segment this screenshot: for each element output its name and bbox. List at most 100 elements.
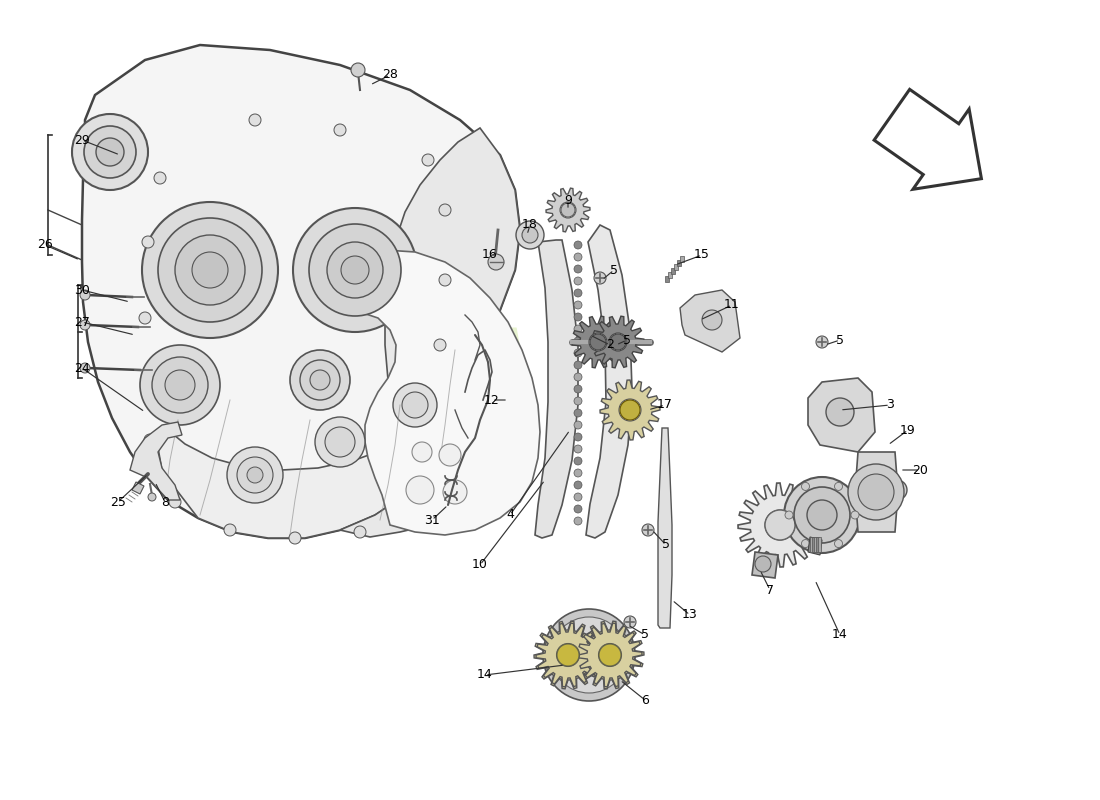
Circle shape <box>556 642 581 667</box>
Circle shape <box>802 539 810 547</box>
Circle shape <box>590 334 606 350</box>
Circle shape <box>402 392 428 418</box>
Polygon shape <box>132 482 144 494</box>
Text: 6: 6 <box>641 694 649 706</box>
Polygon shape <box>546 188 590 232</box>
Circle shape <box>84 126 136 178</box>
Circle shape <box>600 644 621 666</box>
Circle shape <box>574 277 582 285</box>
Circle shape <box>588 333 607 351</box>
Circle shape <box>642 524 654 536</box>
Text: 31: 31 <box>425 514 440 526</box>
Circle shape <box>574 421 582 429</box>
Text: 30: 30 <box>74 283 90 297</box>
Circle shape <box>858 474 894 510</box>
Circle shape <box>826 398 854 426</box>
Text: 19: 19 <box>900 423 916 437</box>
Circle shape <box>574 265 582 273</box>
Circle shape <box>175 235 245 305</box>
Circle shape <box>72 114 148 190</box>
Text: 5: 5 <box>610 263 618 277</box>
Text: 28: 28 <box>382 69 398 82</box>
Polygon shape <box>130 422 182 500</box>
Polygon shape <box>340 128 520 537</box>
Polygon shape <box>600 380 660 440</box>
Circle shape <box>574 301 582 309</box>
Circle shape <box>80 320 90 330</box>
Text: 24: 24 <box>74 362 90 374</box>
Circle shape <box>309 224 402 316</box>
Circle shape <box>236 457 273 493</box>
Text: 26: 26 <box>37 238 53 251</box>
Circle shape <box>557 644 579 666</box>
Text: 17: 17 <box>657 398 673 411</box>
Circle shape <box>354 526 366 538</box>
Polygon shape <box>810 537 813 552</box>
Text: 13: 13 <box>682 609 697 622</box>
Circle shape <box>594 272 606 284</box>
Polygon shape <box>814 537 817 552</box>
Polygon shape <box>818 537 821 552</box>
Polygon shape <box>572 316 624 368</box>
Circle shape <box>862 474 894 506</box>
Polygon shape <box>592 316 644 368</box>
Circle shape <box>142 202 278 338</box>
Circle shape <box>785 511 793 519</box>
Circle shape <box>612 334 624 346</box>
Circle shape <box>574 385 582 393</box>
Polygon shape <box>752 552 778 578</box>
Circle shape <box>609 333 627 351</box>
Circle shape <box>324 427 355 457</box>
Polygon shape <box>576 621 643 689</box>
Polygon shape <box>738 483 822 567</box>
Circle shape <box>598 643 622 666</box>
Circle shape <box>551 617 627 693</box>
Polygon shape <box>874 90 981 190</box>
Circle shape <box>315 417 365 467</box>
Circle shape <box>227 447 283 503</box>
Circle shape <box>574 433 582 441</box>
Polygon shape <box>674 264 678 270</box>
Circle shape <box>169 496 182 508</box>
Circle shape <box>574 457 582 465</box>
Text: 15: 15 <box>694 249 710 262</box>
Circle shape <box>574 337 582 345</box>
Circle shape <box>574 253 582 261</box>
Circle shape <box>802 482 810 490</box>
Circle shape <box>192 252 228 288</box>
Text: 4: 4 <box>506 509 514 522</box>
Polygon shape <box>158 410 465 538</box>
Circle shape <box>848 464 904 520</box>
Circle shape <box>574 325 582 333</box>
Circle shape <box>784 477 860 553</box>
Circle shape <box>139 312 151 324</box>
Circle shape <box>488 254 504 270</box>
Polygon shape <box>586 225 632 538</box>
Circle shape <box>341 256 368 284</box>
Circle shape <box>624 616 636 628</box>
Text: 11: 11 <box>724 298 740 311</box>
Circle shape <box>327 242 383 298</box>
Circle shape <box>80 290 90 300</box>
Circle shape <box>574 481 582 489</box>
Circle shape <box>574 349 582 357</box>
Text: 5: 5 <box>623 334 631 346</box>
Circle shape <box>764 510 795 540</box>
Polygon shape <box>816 537 820 552</box>
Circle shape <box>516 221 544 249</box>
Polygon shape <box>855 452 898 532</box>
Circle shape <box>755 556 771 572</box>
Circle shape <box>620 400 640 420</box>
Polygon shape <box>808 378 874 452</box>
Circle shape <box>557 643 580 666</box>
Polygon shape <box>671 268 675 274</box>
Circle shape <box>158 218 262 322</box>
Text: 5: 5 <box>836 334 844 346</box>
Circle shape <box>293 208 417 332</box>
Circle shape <box>154 172 166 184</box>
Circle shape <box>556 643 580 667</box>
Circle shape <box>574 397 582 405</box>
Circle shape <box>574 517 582 525</box>
Circle shape <box>574 289 582 297</box>
Circle shape <box>290 350 350 410</box>
